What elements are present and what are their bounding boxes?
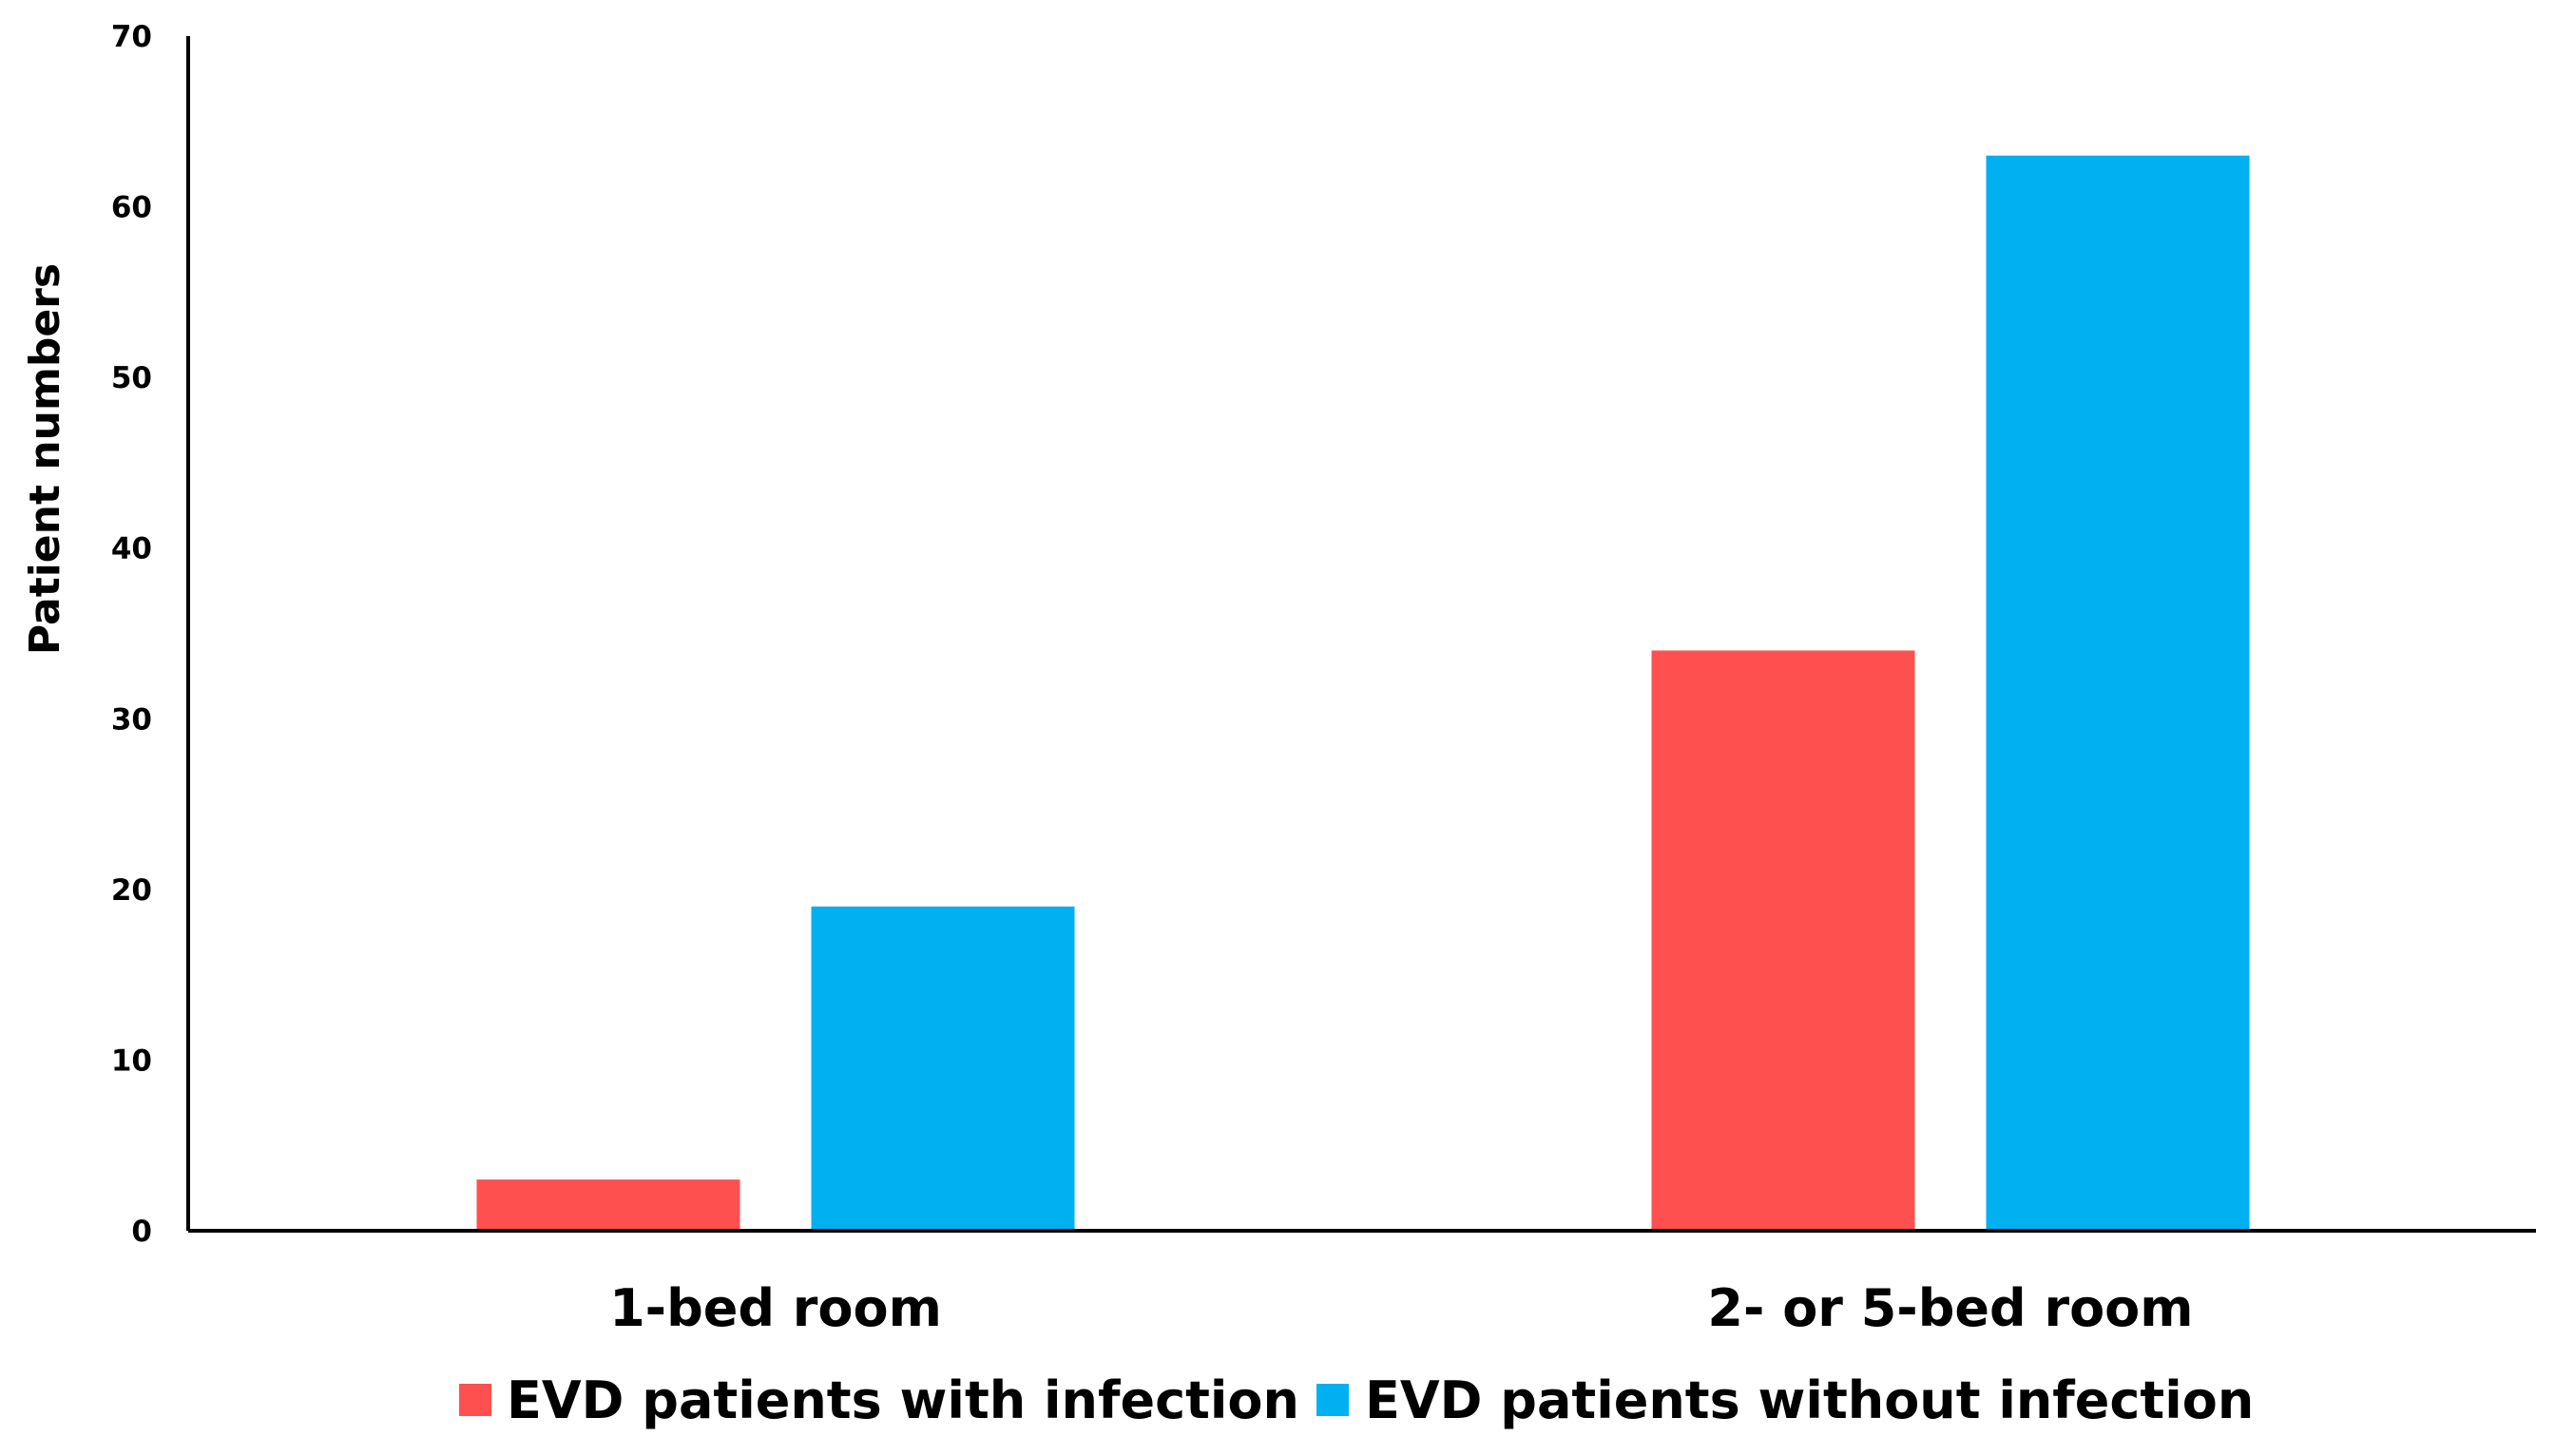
legend-label-with-infection: EVD patients with infection [507, 1370, 1299, 1430]
y-tick-label: 40 [111, 532, 152, 566]
axes [186, 36, 2536, 1233]
legend-swatch-without-infection [1316, 1384, 1349, 1416]
y-tick-label: 20 [111, 873, 152, 908]
legend: EVD patients with infection EVD patients … [459, 1370, 2254, 1430]
y-tick-label: 70 [111, 20, 152, 54]
bar-with-infection-2 [1651, 650, 1915, 1231]
y-tick-label: 0 [131, 1215, 152, 1249]
bar-without-infection-1 [811, 906, 1075, 1231]
y-tick-labels: 0 10 20 30 40 50 60 70 [111, 20, 152, 1249]
plot-area [476, 155, 2250, 1232]
y-axis-title: Patient numbers [21, 263, 69, 655]
bar-with-infection-1 [476, 1179, 740, 1231]
y-tick-label: 30 [111, 702, 152, 737]
legend-swatch-with-infection [459, 1384, 491, 1416]
y-tick-label: 60 [111, 191, 152, 225]
y-tick-label: 50 [111, 361, 152, 395]
x-category-label: 1-bed room [609, 1278, 942, 1338]
y-tick-label: 10 [111, 1044, 152, 1078]
x-category-labels: 1-bed room 2- or 5-bed room [609, 1278, 2193, 1338]
bar-without-infection-2 [1986, 155, 2250, 1232]
x-category-label: 2- or 5-bed room [1707, 1278, 2193, 1338]
legend-label-without-infection: EVD patients without infection [1365, 1370, 2254, 1430]
